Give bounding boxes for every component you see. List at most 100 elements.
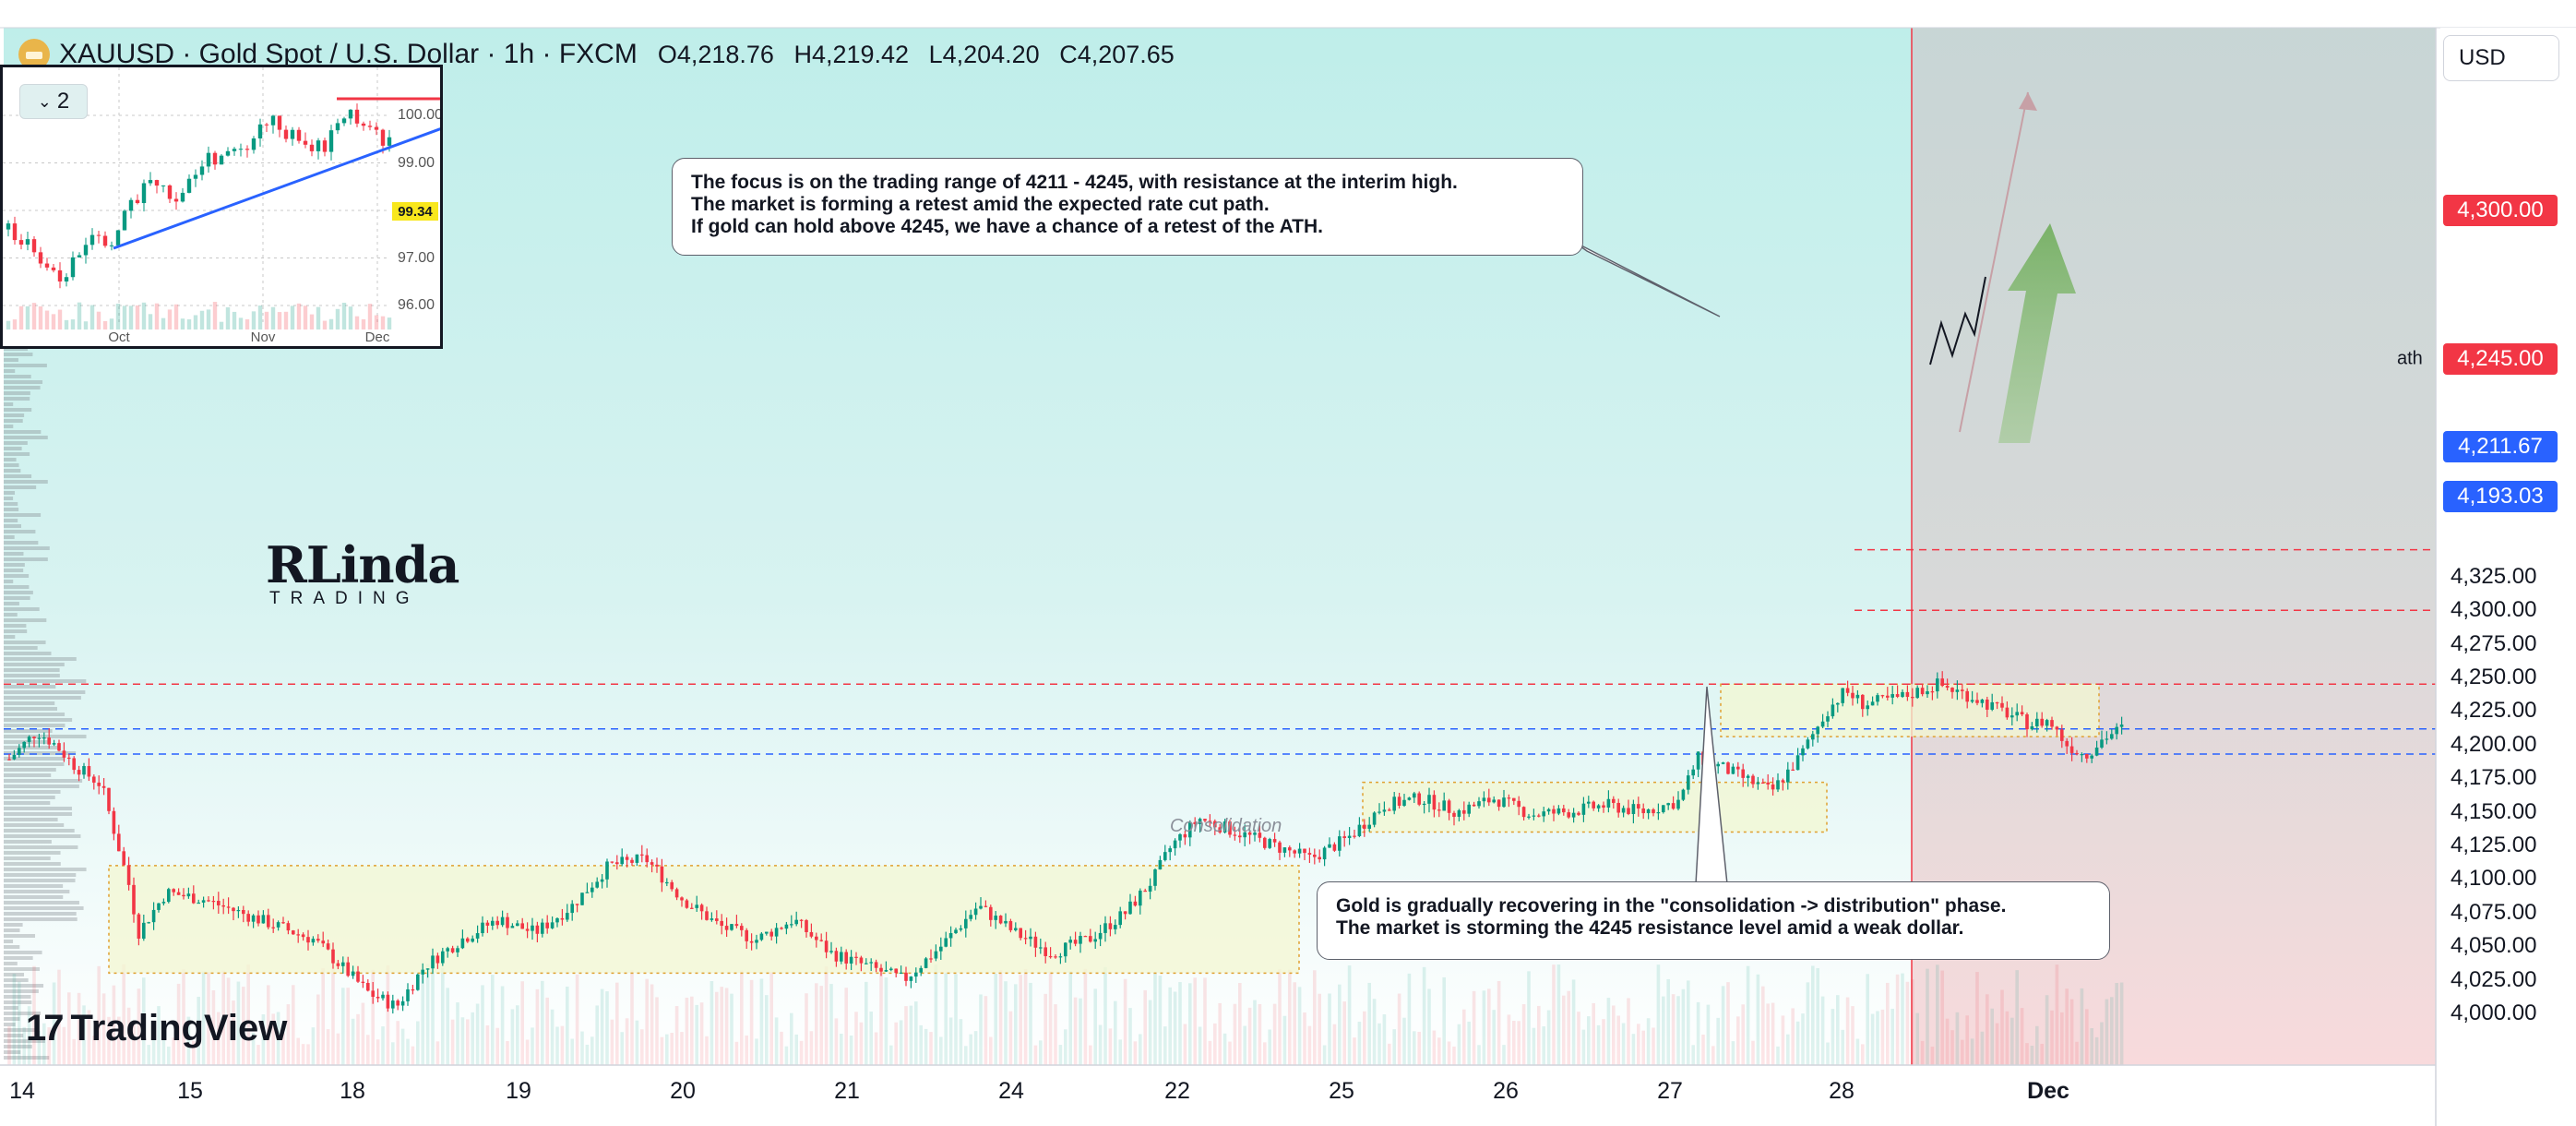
volume-bar [525,1039,530,1065]
candle-body [1089,936,1092,942]
candle-body [7,759,11,761]
price-tick-label: 4,225.00 [2451,698,2537,724]
volume-bar [506,1040,509,1065]
candle-body [1163,852,1167,860]
candle-body [137,914,141,939]
volume-bar [2035,1025,2039,1065]
inset-time-label: Nov [250,329,276,345]
volume-bar [566,986,569,1065]
tradingview-logo[interactable]: 17 TradingView [26,1008,287,1049]
candle-body [406,988,410,1001]
volume-bar [251,1032,256,1065]
candle-body [147,922,150,924]
volume-bar [1118,1039,1122,1065]
candle-body [267,915,270,928]
volume-profile-bar [4,641,46,644]
candle-body [1731,766,1735,774]
volume-bar [969,1034,972,1065]
candle-body [18,748,21,755]
candle-body [1930,691,1935,693]
candle-body [2075,752,2079,755]
inset-candle-body [154,180,160,186]
volume-bar [132,1024,136,1065]
candle-body [361,981,365,984]
inset-candle-body [122,210,127,231]
chevron-down-icon: ⌄ [37,91,52,111]
volume-bar [1507,1014,1511,1065]
volume-bar [844,988,848,1065]
inset-candle-body [212,152,218,165]
time-tick-label: 18 [340,1078,365,1104]
currency-selector[interactable]: USD [2443,35,2559,81]
volume-bar [485,1025,490,1065]
volume-bar [112,985,116,1065]
volume-bar [545,997,549,1065]
inset-volume-bar [25,305,30,329]
volume-bar [984,996,988,1065]
volume-bar [2020,1008,2024,1065]
inset-volume-bar [89,305,95,329]
candle-body [331,949,335,964]
volume-bar [665,1034,669,1065]
volume-profile-bar [4,447,22,450]
volume-bar [18,981,21,1065]
candle-body [1318,856,1321,860]
volume-bar [909,1005,913,1065]
candle-body [2110,734,2114,739]
volume-bar [1726,982,1730,1065]
volume-bar [1791,1008,1795,1065]
volume-bar [674,1006,679,1065]
candle-body [381,994,385,999]
candle-body [1482,797,1486,802]
candle-body [1751,775,1755,785]
volume-profile-bar [4,951,42,954]
candle-body [844,952,848,964]
candle-body [899,972,903,975]
candle-body [1268,839,1271,848]
candle-body [446,948,449,952]
volume-bar [1353,1037,1356,1065]
candle-body [1602,805,1605,808]
volume-profile-bar [4,552,24,556]
inset-candle-body [96,234,101,236]
inset-volume-bar [270,306,276,329]
volume-profile-bar [4,884,64,888]
volume-profile-bar [4,441,28,445]
volume-bar [1756,974,1760,1065]
callout-bottom-line-2: The market is storming the 4245 resistan… [1336,917,1964,939]
volume-bar [834,1018,839,1065]
volume-bar [460,1017,465,1065]
volume-bar [774,1017,779,1065]
volume-bar [1407,973,1412,1065]
candle-body [1033,936,1038,948]
volume-bar [147,1045,150,1065]
candle-body [101,785,106,788]
volume-bar [720,987,723,1065]
candle-body [1413,793,1416,798]
volume-bar [491,975,495,1065]
volume-bar [1905,981,1910,1065]
volume-bar [1746,965,1750,1065]
volume-bar [1133,1041,1138,1065]
volume-bar [734,1041,739,1065]
inset-candle-body [89,234,95,246]
volume-bar [2045,995,2049,1065]
candle-body [1422,803,1426,806]
volume-bar [1303,1012,1306,1065]
candle-body [740,926,744,930]
volume-bar [560,1025,565,1065]
candle-body [500,916,505,926]
volume-bar [1437,1037,1441,1065]
candle-body [1457,809,1461,817]
symbol-title[interactable]: XAUUSD · Gold Spot / U.S. Dollar · 1h · … [59,39,638,69]
volume-profile-bar [4,862,61,866]
volume-profile-bar [4,906,84,910]
price-tick-label: 4,275.00 [2451,630,2537,656]
inset-candle-body [341,118,347,124]
volume-bar [1233,1003,1237,1065]
inset-collapse-button[interactable]: ⌄ 2 [19,84,88,119]
volume-profile-bar [4,945,20,949]
volume-bar [1422,966,1426,1065]
volume-bar [1562,995,1566,1065]
